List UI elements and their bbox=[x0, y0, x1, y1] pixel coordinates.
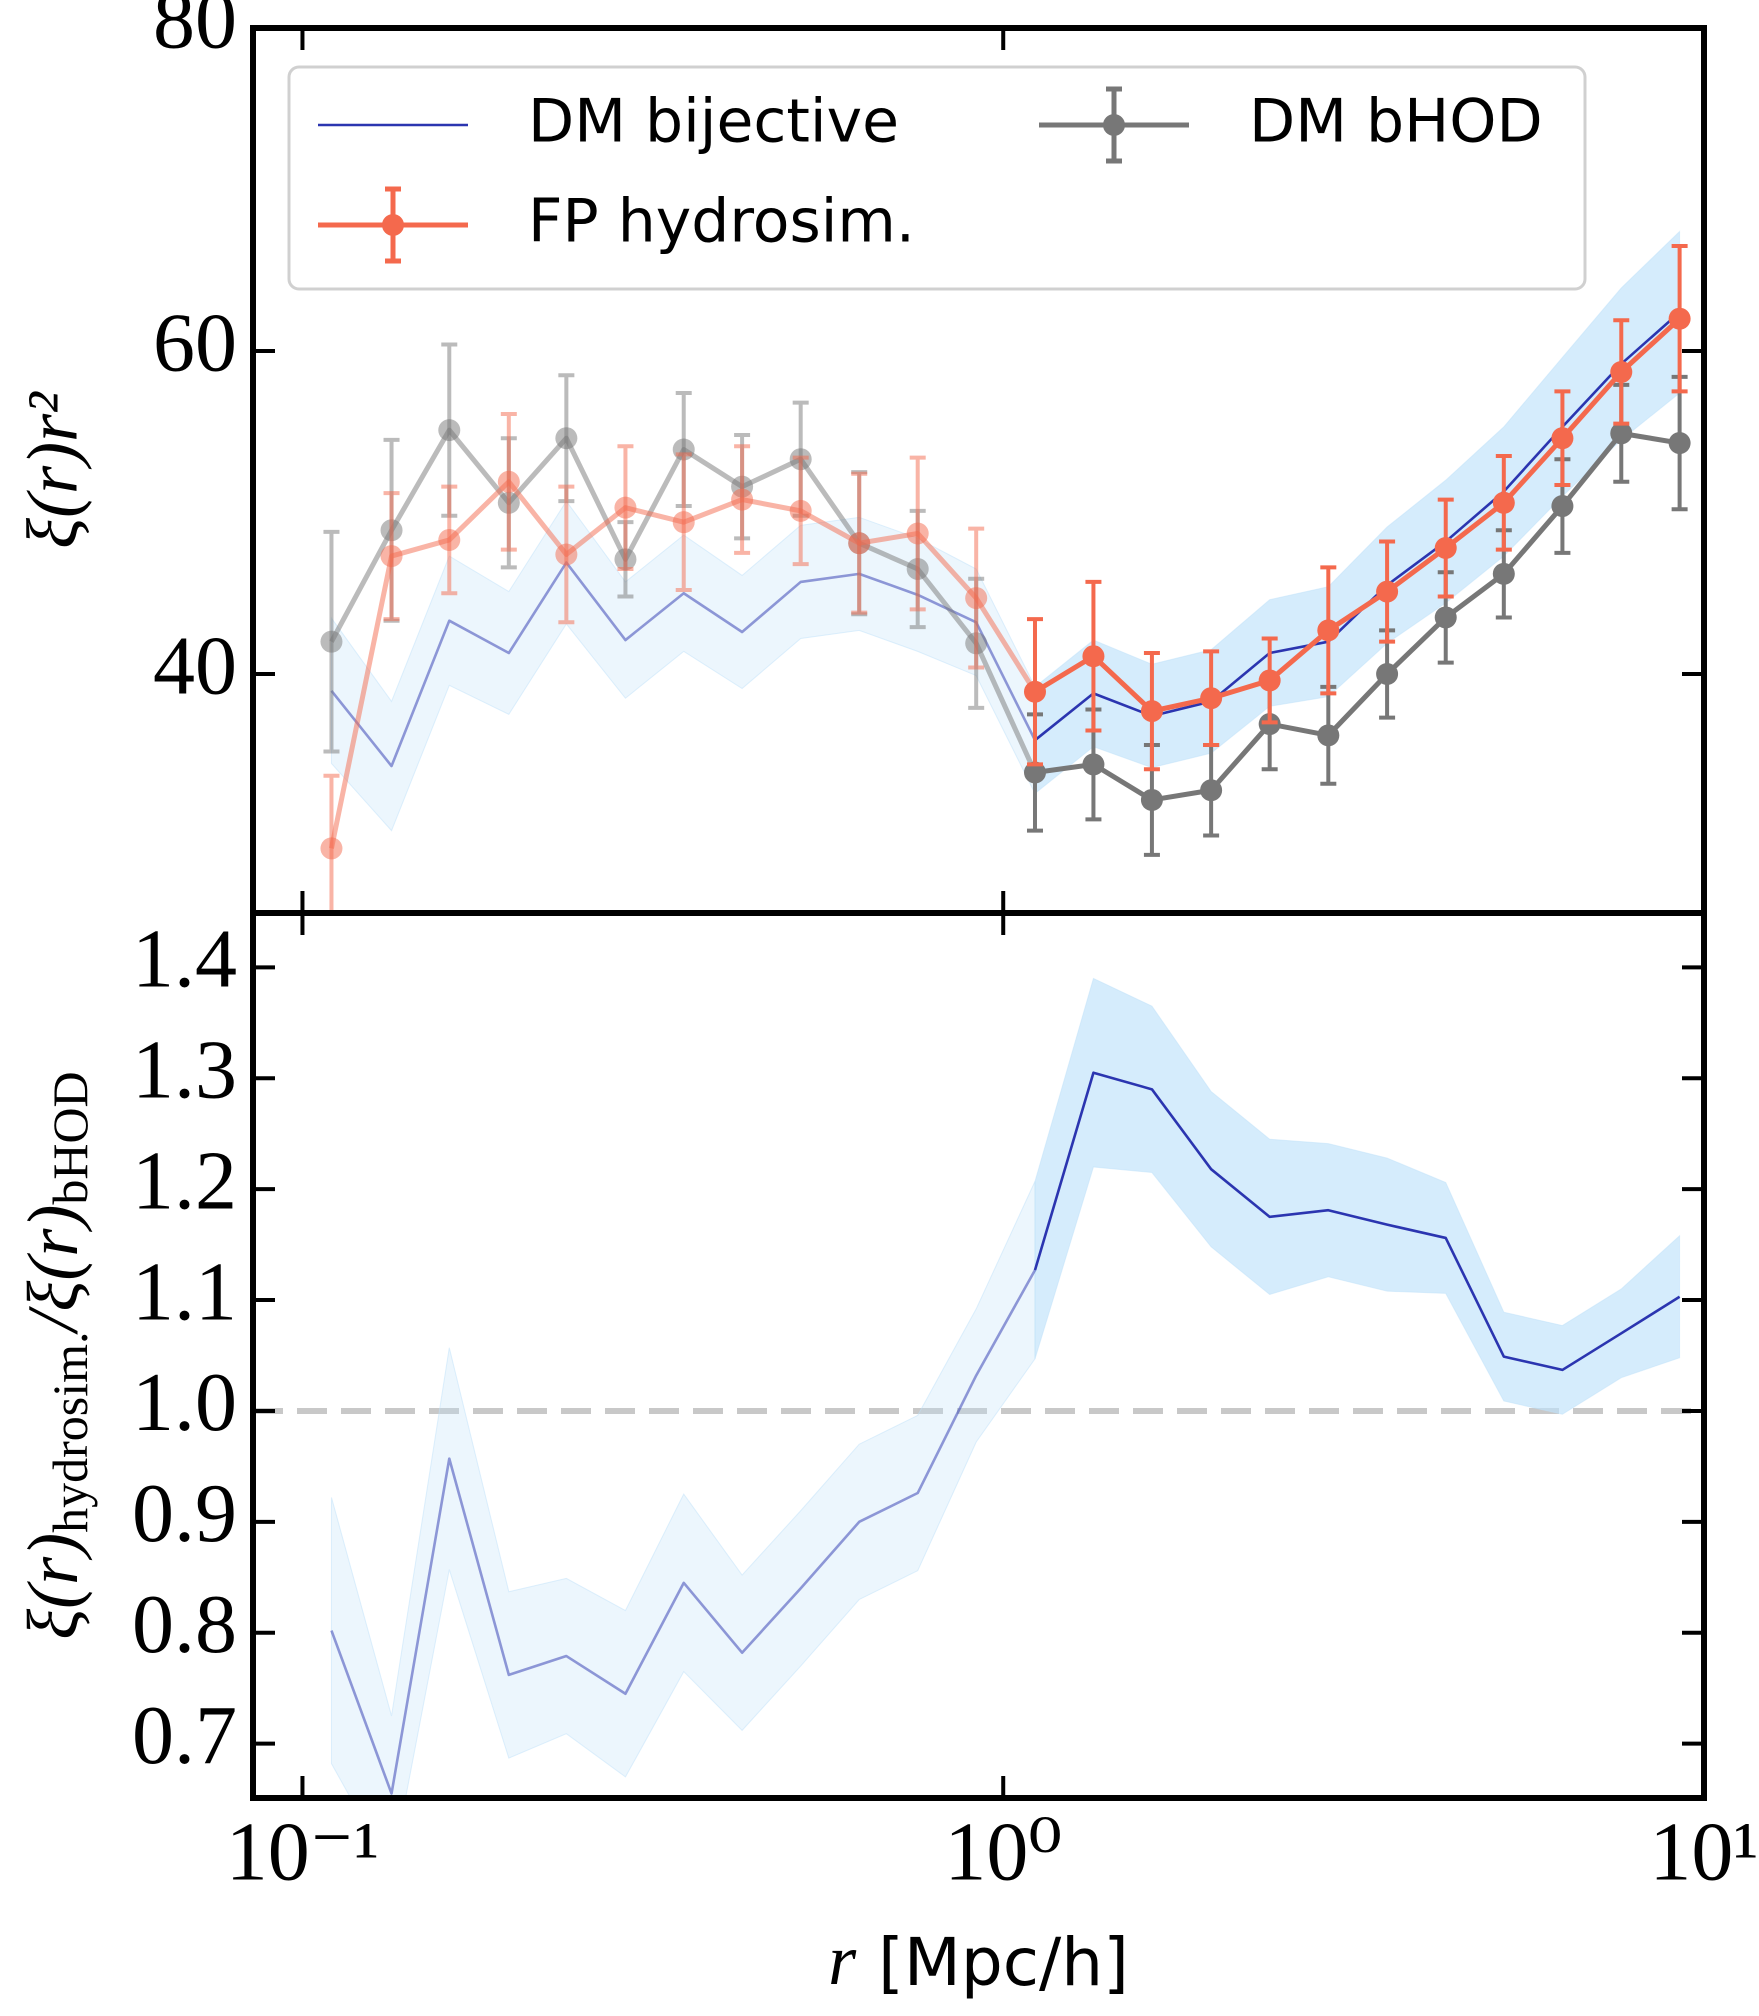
y-axis-label-part: /ξ(r) bbox=[13, 1205, 93, 1336]
y-tick-label: 1.4 bbox=[132, 913, 237, 1006]
data-point bbox=[1258, 669, 1281, 692]
legend-label: FP hydrosim. bbox=[528, 187, 915, 257]
y-tick-label: 0.9 bbox=[132, 1467, 237, 1560]
data-point bbox=[555, 543, 578, 566]
y-tick-label: 60 bbox=[153, 296, 237, 389]
data-point bbox=[1434, 606, 1457, 629]
data-point bbox=[1082, 753, 1105, 776]
data-point bbox=[731, 488, 754, 511]
y-tick-label: 80 bbox=[153, 0, 237, 66]
data-point bbox=[320, 837, 343, 860]
data-point bbox=[1376, 662, 1399, 685]
y-tick-label: 0.7 bbox=[132, 1689, 237, 1782]
data-point bbox=[1492, 491, 1515, 514]
data-point bbox=[1610, 422, 1633, 445]
legend-marker-point bbox=[382, 214, 404, 236]
data-point bbox=[1082, 645, 1105, 668]
data-point bbox=[1200, 687, 1223, 710]
data-point bbox=[1317, 724, 1340, 747]
data-point bbox=[497, 470, 520, 493]
data-point bbox=[1668, 432, 1691, 455]
data-point bbox=[1492, 562, 1515, 585]
series-line bbox=[1033, 316, 1682, 714]
y-axis-label: ξ(r)hydrosim./ξ(r)bHOD bbox=[13, 1071, 99, 1639]
data-point bbox=[1376, 580, 1399, 603]
data-point bbox=[906, 522, 929, 545]
error-band bbox=[1034, 977, 1681, 1415]
data-point bbox=[1023, 680, 1046, 703]
x-tick-label: 10⁻¹ bbox=[226, 1805, 380, 1898]
axes-frame bbox=[250, 910, 1707, 1801]
data-point bbox=[1610, 360, 1633, 383]
y-axis-label-subscript: bHOD bbox=[42, 1071, 98, 1204]
y-tick-label: 0.8 bbox=[132, 1578, 237, 1671]
y-tick-label: 40 bbox=[153, 619, 237, 712]
y-axis-label: ξ(r)r² bbox=[13, 391, 93, 549]
data-point bbox=[1317, 619, 1340, 642]
data-point bbox=[555, 427, 578, 450]
data-point bbox=[672, 511, 695, 534]
y-axis-label-part: ξ(r) bbox=[13, 1533, 93, 1640]
x-tick-label: 10⁰ bbox=[944, 1805, 1062, 1898]
x-axis-label: r [Mpc/h] bbox=[828, 1920, 1129, 2002]
x-tick-label: 10¹ bbox=[1649, 1805, 1758, 1898]
data-point bbox=[614, 496, 637, 519]
data-point bbox=[1434, 537, 1457, 560]
plot-area bbox=[253, 977, 1704, 1798]
legend-marker-point bbox=[1103, 114, 1125, 136]
data-point bbox=[965, 587, 988, 610]
data-point bbox=[1140, 788, 1163, 811]
data-point bbox=[438, 419, 461, 442]
data-point bbox=[848, 532, 871, 555]
x-axis-label-unit: [Mpc/h] bbox=[878, 1924, 1129, 2001]
y-tick-label: 1.2 bbox=[132, 1134, 237, 1227]
series-line bbox=[1034, 430, 1681, 803]
data-point bbox=[320, 630, 343, 653]
series-line bbox=[1033, 1071, 1681, 1372]
series-line bbox=[330, 1269, 1037, 1795]
legend-label: DM bHOD bbox=[1249, 87, 1543, 157]
legend-box bbox=[287, 65, 1587, 291]
data-point bbox=[1200, 779, 1223, 802]
legend-label: DM bijective bbox=[528, 87, 899, 157]
y-tick-label: 1.3 bbox=[132, 1024, 237, 1117]
plot-area bbox=[320, 230, 1691, 913]
data-point bbox=[1551, 495, 1574, 518]
data-point bbox=[438, 528, 461, 551]
data-point bbox=[1551, 427, 1574, 450]
y-axis-label-subscript: hydrosim. bbox=[42, 1331, 98, 1532]
data-point bbox=[380, 545, 403, 568]
x-axis-label-variable: r bbox=[828, 1920, 857, 2000]
data-point bbox=[1023, 761, 1046, 784]
data-point bbox=[1140, 700, 1163, 723]
y-tick-label: 1.0 bbox=[132, 1356, 237, 1449]
data-point bbox=[1668, 307, 1691, 330]
y-tick-label: 1.1 bbox=[132, 1245, 237, 1338]
data-point bbox=[789, 499, 812, 522]
